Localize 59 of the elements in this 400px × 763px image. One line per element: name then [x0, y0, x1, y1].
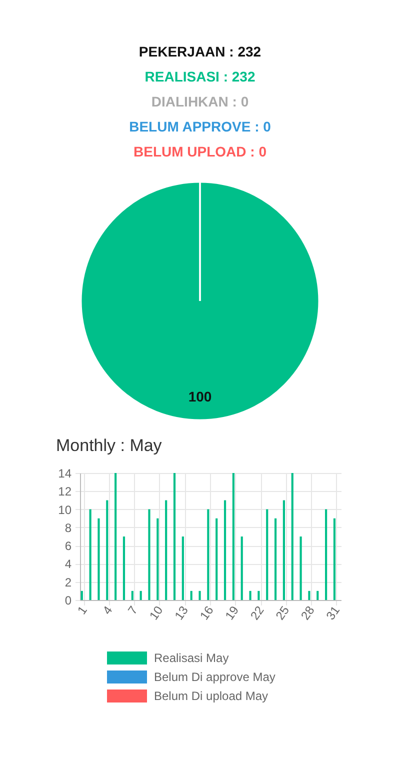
y-tick-label: 0 — [64, 594, 72, 608]
bar — [224, 500, 226, 600]
category-label: DIALIHKAN : 0 — [151, 94, 249, 110]
x-tick-label: 31 — [323, 603, 343, 622]
x-tick-label: 22 — [248, 603, 267, 622]
bar — [156, 518, 159, 600]
bar — [190, 590, 192, 600]
bar — [198, 590, 201, 600]
y-tick-label: 2 — [64, 575, 72, 590]
y-tick-label: 14 — [58, 466, 72, 480]
bar — [89, 509, 92, 600]
bar — [308, 590, 310, 600]
x-tick-label: 7 — [125, 603, 141, 617]
y-tick-label: 8 — [64, 520, 72, 535]
bar — [207, 509, 210, 600]
category-label: BELUM APPROVE : 0 — [129, 118, 271, 134]
legend-label: Belum Di approve May — [154, 670, 276, 684]
x-tick-label: 4 — [100, 603, 116, 617]
legend-label: Belum Di upload May — [154, 689, 268, 703]
bar — [249, 590, 252, 600]
x-tick-label: 1 — [74, 603, 90, 617]
bar — [274, 518, 277, 600]
bar — [148, 509, 150, 600]
bar — [80, 590, 83, 600]
x-tick-label: 10 — [146, 603, 166, 622]
bar — [106, 500, 108, 600]
y-tick-label: 4 — [64, 557, 72, 572]
bar — [240, 536, 243, 600]
bar — [173, 473, 176, 600]
x-tick-label: 13 — [172, 603, 192, 622]
bar — [131, 590, 134, 600]
y-tick-label: 10 — [58, 502, 72, 517]
y-tick-label: 6 — [64, 539, 72, 554]
bar — [122, 536, 126, 600]
bar — [216, 518, 218, 600]
x-tick-label: 16 — [197, 603, 216, 622]
bar — [333, 518, 336, 600]
bar — [114, 473, 117, 600]
slice-label: REALISASI : 232 — [144, 68, 256, 84]
bar — [182, 536, 184, 600]
x-tick-label: 19 — [222, 603, 242, 622]
x-tick-label: 25 — [272, 603, 292, 622]
data-label: 100 — [188, 388, 212, 404]
bar — [165, 500, 168, 600]
category-label: BELUM UPLOAD : 0 — [134, 144, 266, 160]
bar — [325, 509, 328, 600]
x-tick-label: 28 — [298, 603, 318, 622]
legend-label: Realisasi May — [154, 651, 229, 665]
bar — [316, 590, 319, 600]
bar — [291, 473, 294, 600]
chart-title: Monthly : May — [56, 436, 162, 455]
bar — [258, 590, 260, 600]
bar — [266, 509, 268, 600]
bar — [300, 536, 302, 600]
bar — [282, 500, 285, 600]
y-tick-label: 12 — [58, 484, 72, 499]
bar — [98, 518, 100, 600]
chart-title: PEKERJAAN : 232 — [138, 44, 262, 60]
bar — [140, 590, 142, 600]
